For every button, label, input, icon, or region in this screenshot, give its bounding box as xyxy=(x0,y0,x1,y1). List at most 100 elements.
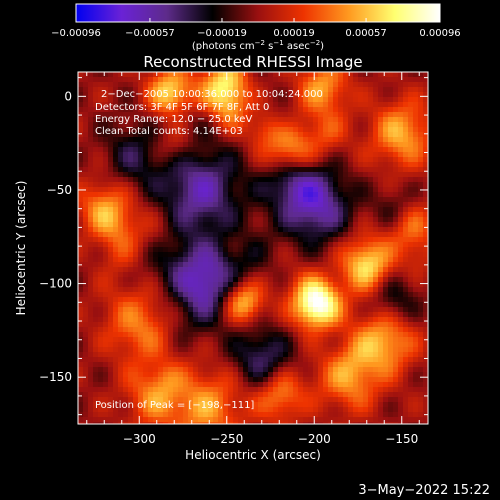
heatmap-cell xyxy=(123,72,129,78)
heatmap-cell xyxy=(383,297,389,303)
heatmap-cell xyxy=(353,232,359,238)
heatmap-cell xyxy=(303,302,309,308)
heatmap-cell xyxy=(283,207,289,213)
heatmap-cell xyxy=(268,217,274,223)
heatmap-cell xyxy=(133,367,139,373)
heatmap-cell xyxy=(253,237,259,243)
heatmap-cell xyxy=(78,232,84,238)
heatmap-cell xyxy=(318,317,324,323)
heatmap-cell xyxy=(358,277,364,283)
heatmap-cell xyxy=(368,177,374,183)
heatmap-cell xyxy=(413,292,419,298)
heatmap-cell xyxy=(168,302,174,308)
heatmap-cell xyxy=(323,287,329,293)
heatmap-cell xyxy=(258,97,264,103)
heatmap-cell xyxy=(223,197,229,203)
heatmap-cell xyxy=(128,97,134,103)
heatmap-cell xyxy=(173,287,179,293)
heatmap-cell xyxy=(148,252,154,258)
heatmap-cell xyxy=(318,367,324,373)
heatmap-cell xyxy=(413,257,419,263)
heatmap-cell xyxy=(198,157,204,163)
heatmap-cell xyxy=(208,112,214,118)
heatmap-cell xyxy=(188,382,194,388)
heatmap-cell xyxy=(138,252,144,258)
heatmap-cell xyxy=(323,132,329,138)
heatmap-cell xyxy=(408,392,414,398)
heatmap-cell xyxy=(148,97,154,103)
heatmap-cell xyxy=(283,197,289,203)
heatmap-cell xyxy=(83,262,89,268)
heatmap-cell xyxy=(313,422,319,424)
heatmap-cell xyxy=(258,227,264,233)
heatmap-cell xyxy=(358,387,364,393)
heatmap-cell xyxy=(398,107,404,113)
heatmap-cell xyxy=(118,117,124,123)
heatmap-cell xyxy=(343,177,349,183)
heatmap-cell xyxy=(288,297,294,303)
heatmap-cell xyxy=(83,202,89,208)
heatmap-cell xyxy=(323,97,329,103)
heatmap-cell xyxy=(343,302,349,308)
heatmap-cell xyxy=(163,237,169,243)
heatmap-cell xyxy=(203,82,209,88)
heatmap-cell xyxy=(403,272,409,278)
heatmap-cell xyxy=(178,392,184,398)
heatmap-cell xyxy=(128,372,134,378)
heatmap-cell xyxy=(153,87,159,93)
heatmap-cell xyxy=(88,157,94,163)
heatmap-cell xyxy=(238,242,244,248)
heatmap-cell xyxy=(423,352,428,358)
heatmap-cell xyxy=(163,217,169,223)
heatmap-cell xyxy=(228,397,234,403)
heatmap-cell xyxy=(78,302,84,308)
heatmap-cell xyxy=(388,407,394,413)
heatmap-cell xyxy=(278,117,284,123)
heatmap-cell xyxy=(133,152,139,158)
heatmap-cell xyxy=(198,392,204,398)
heatmap-cell xyxy=(158,182,164,188)
heatmap-cell xyxy=(258,412,264,418)
heatmap-cell xyxy=(393,122,399,128)
heatmap-cell xyxy=(273,387,279,393)
heatmap-cell xyxy=(363,387,369,393)
heatmap-cell xyxy=(113,257,119,263)
heatmap-cell xyxy=(273,127,279,133)
heatmap-cell xyxy=(243,112,249,118)
heatmap-cell xyxy=(83,377,89,383)
heatmap-cell xyxy=(168,112,174,118)
heatmap-cell xyxy=(233,242,239,248)
heatmap-cell xyxy=(308,252,314,258)
heatmap-cell xyxy=(308,102,314,108)
heatmap-cell xyxy=(423,307,428,313)
heatmap-cell xyxy=(313,177,319,183)
heatmap-cell xyxy=(293,117,299,123)
heatmap-cell xyxy=(243,292,249,298)
heatmap-cell xyxy=(263,162,269,168)
heatmap-cell xyxy=(378,242,384,248)
heatmap-cell xyxy=(403,147,409,153)
heatmap-cell xyxy=(353,237,359,243)
heatmap-cell xyxy=(123,277,129,283)
heatmap-cell xyxy=(83,292,89,298)
heatmap-cell xyxy=(403,252,409,258)
heatmap-cell xyxy=(318,122,324,128)
heatmap-cell xyxy=(233,237,239,243)
heatmap-cell xyxy=(423,392,428,398)
heatmap-cell xyxy=(203,392,209,398)
heatmap-cell xyxy=(368,347,374,353)
heatmap-cell xyxy=(158,422,164,424)
heatmap-cell xyxy=(178,107,184,113)
heatmap-cell xyxy=(398,342,404,348)
heatmap-cell xyxy=(403,277,409,283)
heatmap-cell xyxy=(93,172,99,178)
heatmap-cell xyxy=(318,112,324,118)
heatmap-cell xyxy=(178,252,184,258)
heatmap-cell xyxy=(393,307,399,313)
heatmap-cell xyxy=(338,142,344,148)
heatmap-cell xyxy=(133,237,139,243)
heatmap-cell xyxy=(153,397,159,403)
heatmap-cell xyxy=(118,377,124,383)
heatmap-cell xyxy=(243,267,249,273)
heatmap-cell xyxy=(213,142,219,148)
